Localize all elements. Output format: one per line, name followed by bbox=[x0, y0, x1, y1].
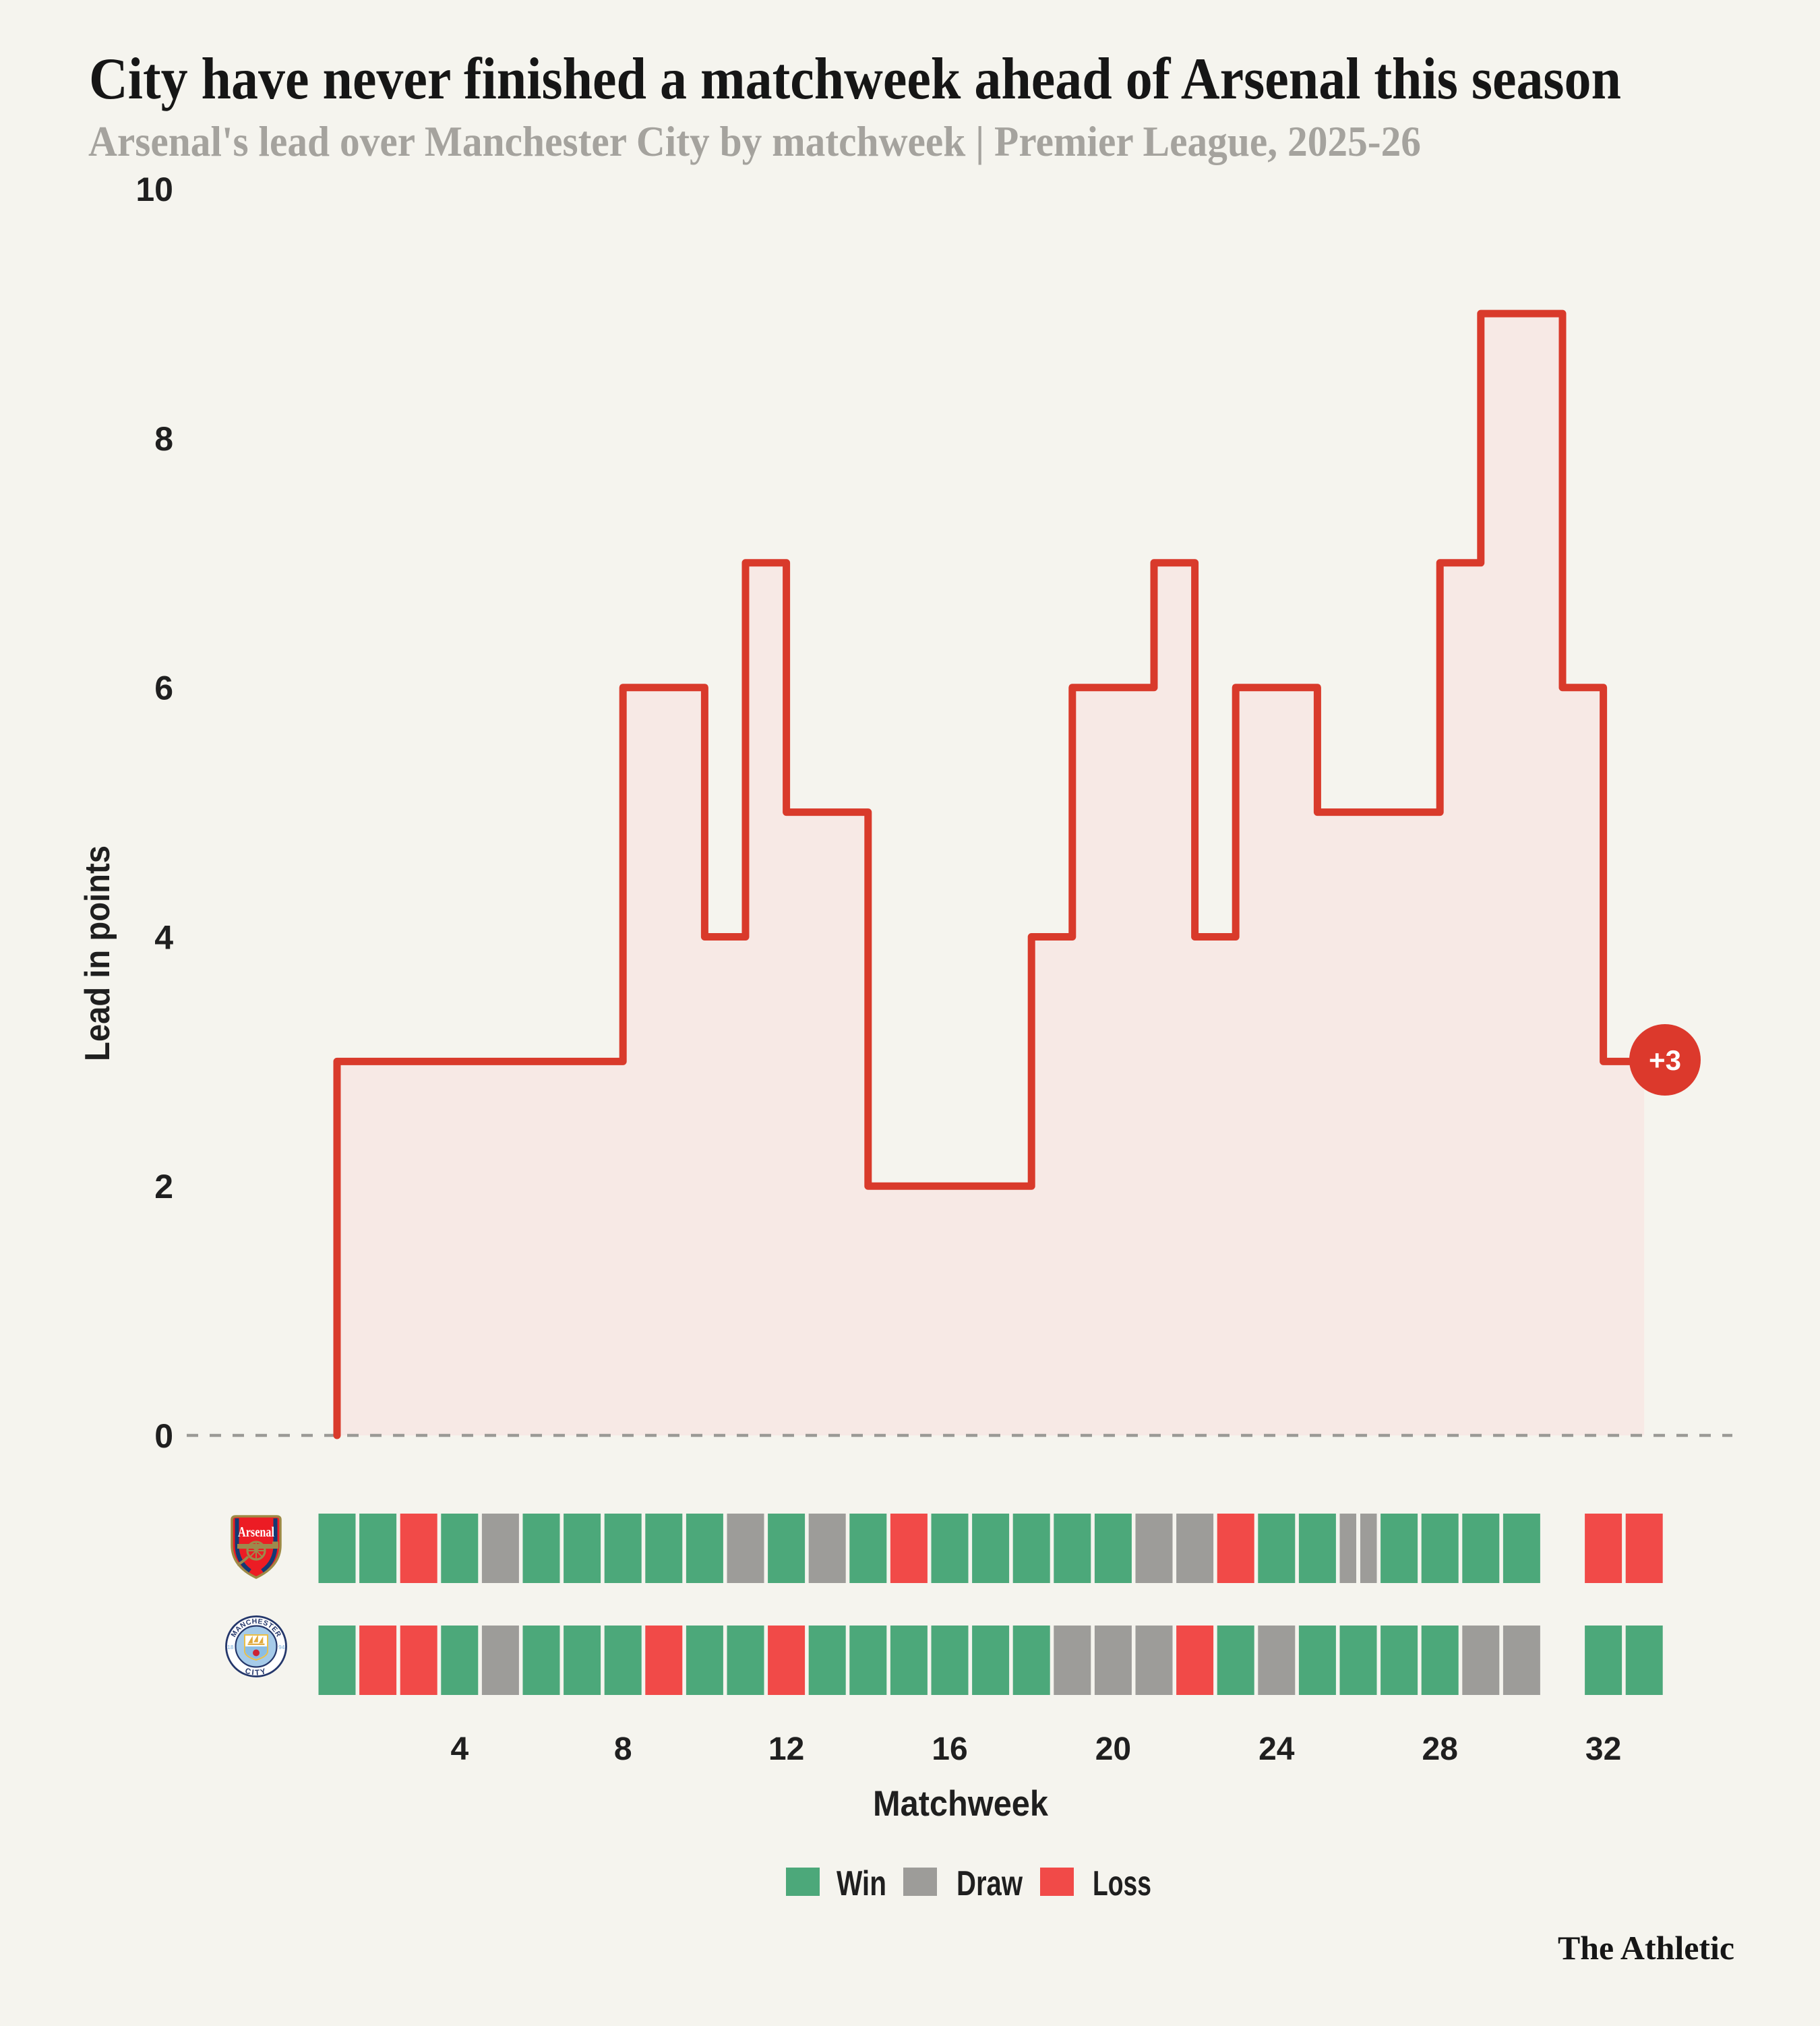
svg-text:28: 28 bbox=[1422, 1731, 1458, 1767]
svg-text:8: 8 bbox=[154, 420, 173, 458]
svg-text:City have never finished a mat: City have never finished a matchweek ahe… bbox=[89, 47, 1621, 112]
svg-text:6: 6 bbox=[154, 669, 173, 707]
svg-text:Loss: Loss bbox=[1093, 1864, 1151, 1903]
svg-text:2: 2 bbox=[154, 1168, 173, 1205]
svg-text:4: 4 bbox=[154, 919, 173, 957]
svg-text:10: 10 bbox=[135, 171, 173, 208]
svg-text:4: 4 bbox=[450, 1731, 468, 1767]
svg-text:+3: +3 bbox=[1649, 1044, 1681, 1076]
svg-text:12: 12 bbox=[768, 1731, 804, 1767]
svg-text:20: 20 bbox=[1095, 1731, 1131, 1767]
svg-text:18: 18 bbox=[227, 1644, 234, 1650]
svg-text:Arsenal's lead over Manchester: Arsenal's lead over Manchester City by m… bbox=[88, 117, 1421, 165]
svg-text:Arsenal: Arsenal bbox=[238, 1524, 274, 1540]
svg-text:Lead in points: Lead in points bbox=[78, 845, 117, 1061]
svg-text:Matchweek: Matchweek bbox=[873, 1784, 1048, 1824]
svg-text:16: 16 bbox=[932, 1731, 967, 1767]
svg-text:Draw: Draw bbox=[957, 1864, 1023, 1903]
svg-text:32: 32 bbox=[1585, 1731, 1621, 1767]
svg-text:94: 94 bbox=[278, 1644, 285, 1650]
svg-text:CITY: CITY bbox=[244, 1667, 268, 1677]
svg-text:24: 24 bbox=[1258, 1731, 1295, 1767]
svg-text:The Athletic: The Athletic bbox=[1558, 1929, 1734, 1967]
svg-text:0: 0 bbox=[154, 1417, 173, 1455]
svg-text:8: 8 bbox=[614, 1731, 632, 1767]
svg-text:Win: Win bbox=[837, 1864, 886, 1903]
